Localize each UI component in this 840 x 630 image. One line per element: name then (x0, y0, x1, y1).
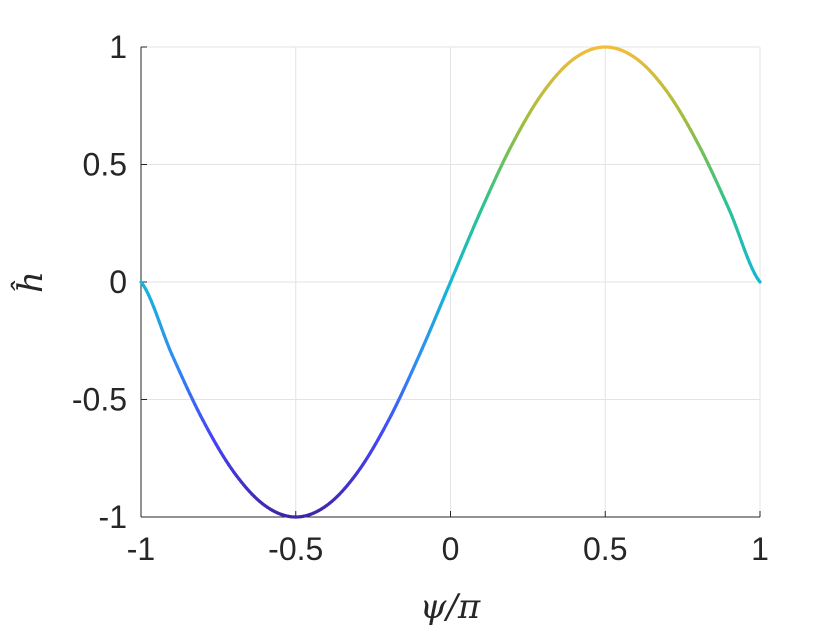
y-tick-label: 0.5 (83, 147, 127, 183)
x-tick-labels: -1 -0.5 0 0.5 1 (127, 531, 769, 567)
y-tick-labels: -1 -0.5 0 0.5 1 (72, 29, 127, 535)
x-tick-label: -0.5 (268, 531, 323, 567)
y-tick-label: 1 (109, 29, 127, 65)
y-tick-label: 0 (109, 264, 127, 300)
y-axis-title: ĥ (10, 271, 51, 293)
curve-segment (755, 276, 762, 284)
y-tick-label: -1 (99, 499, 127, 535)
x-tick-label: 0 (442, 531, 460, 567)
y-tick-label: -0.5 (72, 382, 127, 418)
data-curve (139, 45, 762, 519)
x-axis-title: ψ/π (420, 587, 481, 627)
x-tick-label: 1 (751, 531, 769, 567)
x-tick-label: 0.5 (583, 531, 627, 567)
x-tick-label: -1 (127, 531, 155, 567)
